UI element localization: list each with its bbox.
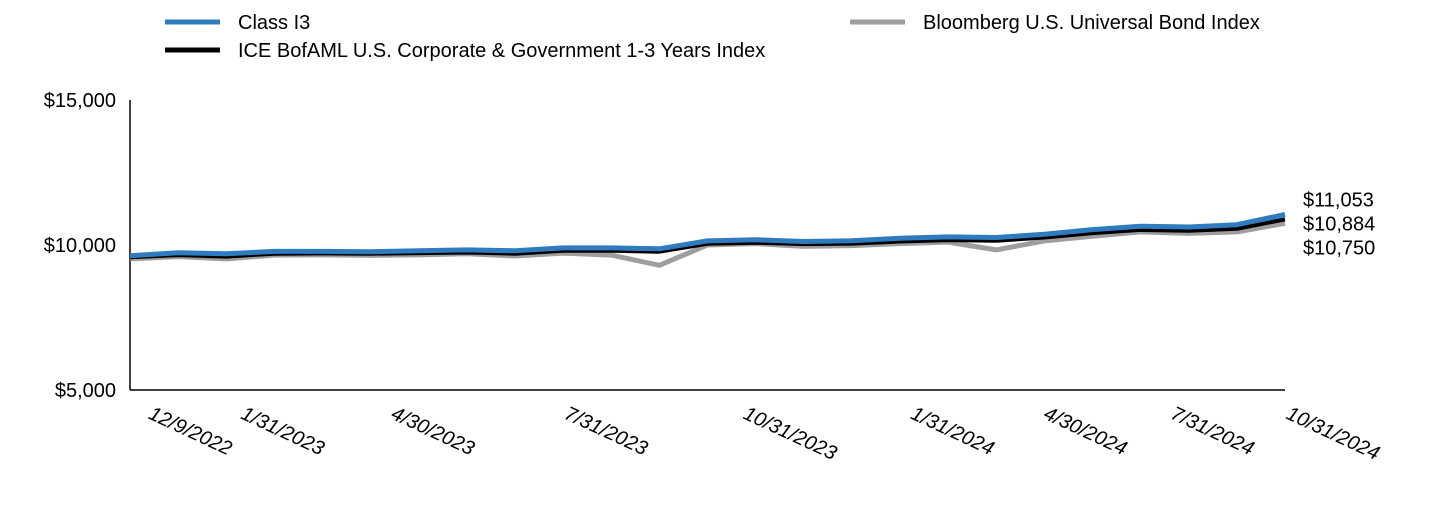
y-tick-label: $15,000	[44, 90, 116, 112]
end-value-bloomberg: $10,750	[1303, 237, 1375, 259]
growth-of-investment-chart: Class I3 Bloomberg U.S. Universal Bond In…	[0, 0, 1440, 516]
end-value-class_i3: $11,053	[1303, 189, 1374, 211]
y-tick-label: $5,000	[55, 380, 116, 402]
end-value-ice_bofaml: $10,884	[1303, 213, 1375, 235]
y-tick-label: $10,000	[44, 235, 116, 257]
legend-label-bloomberg: Bloomberg U.S. Universal Bond Index	[923, 12, 1260, 34]
line-chart-svg: Class I3 Bloomberg U.S. Universal Bond In…	[0, 0, 1440, 516]
legend-label-class_i3: Class I3	[238, 12, 310, 34]
legend-label-ice_bofaml: ICE BofAML U.S. Corporate & Government 1…	[238, 40, 765, 62]
